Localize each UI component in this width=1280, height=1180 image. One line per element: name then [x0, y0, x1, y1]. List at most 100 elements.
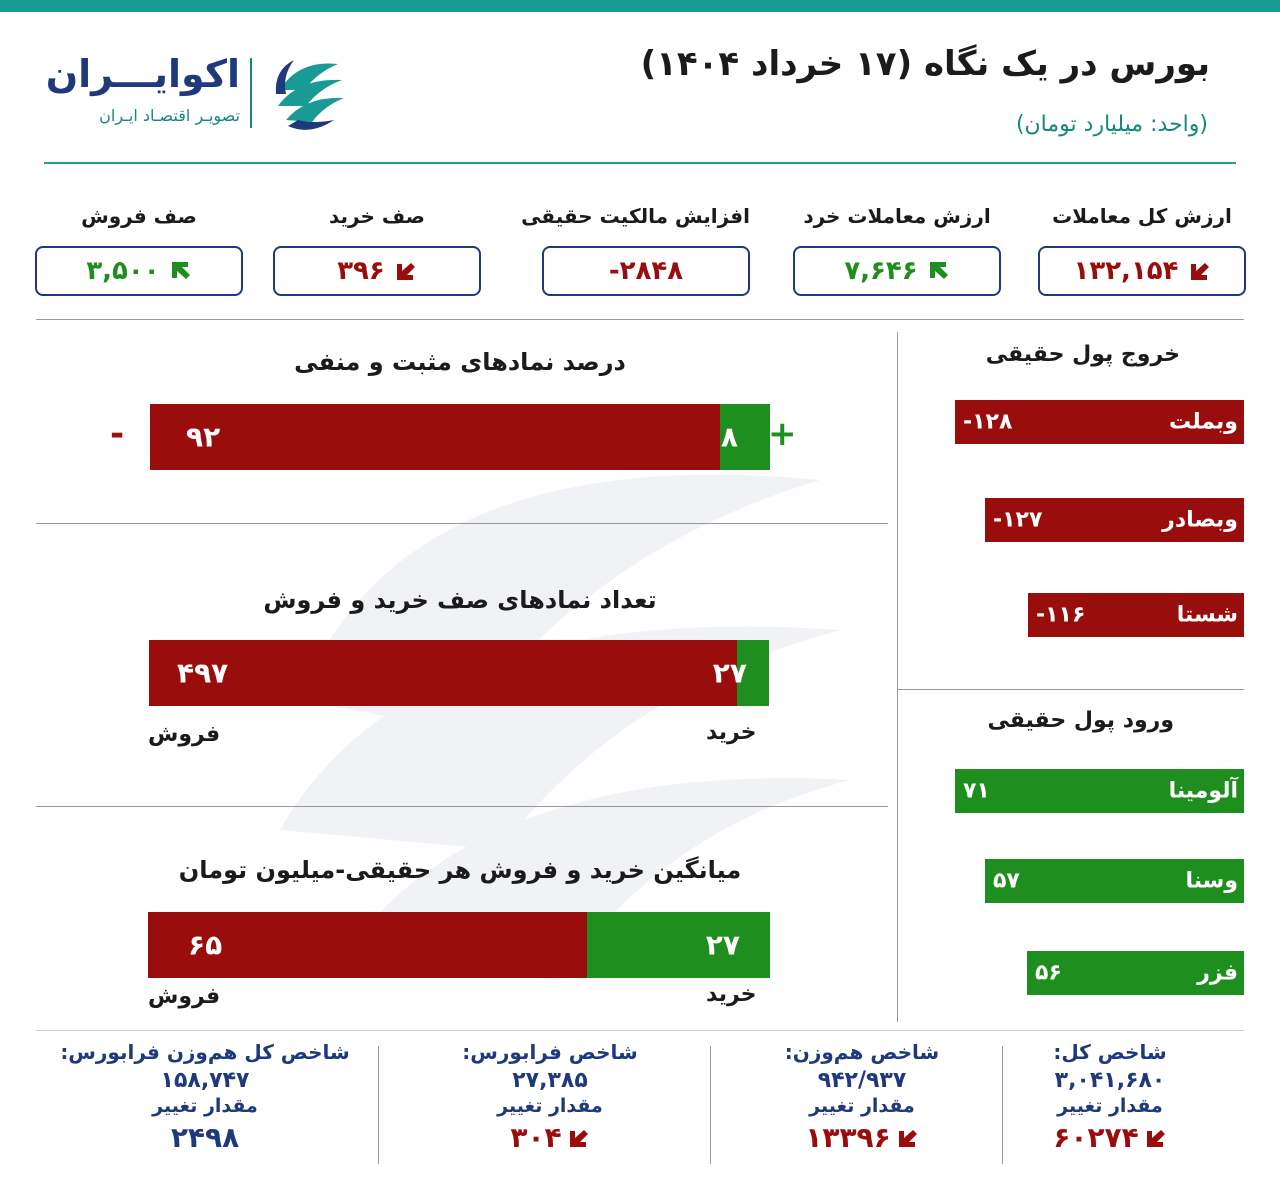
index-name: شاخص هم‌وزن: [784, 1040, 940, 1064]
negative-segment: ۹۲ [150, 404, 721, 470]
kpi-value: ۱۳۲,۱۵۴ [1073, 256, 1179, 286]
index-change-value: ۱۳۳۹۶ [805, 1121, 891, 1154]
symbol-value: ۵۶ [1035, 960, 1062, 986]
divider [36, 1030, 1244, 1031]
kpi-box: -۲۸۴۸ [542, 246, 750, 296]
kpi-value: ۷,۶۴۶ [844, 256, 918, 286]
index-divider [378, 1046, 379, 1164]
unit-note: (واحد: میلیارد تومان) [1015, 112, 1208, 137]
index-divider [710, 1046, 711, 1164]
sell-queue-segment: ۴۹۷ [149, 640, 738, 706]
index-farabourse-equal-weight: شاخص کل هم‌وزن فرابورس: ۱۵۸,۷۴۷ مقدار تغ… [40, 1040, 370, 1154]
symbol-name: فزر [1197, 960, 1238, 986]
kpi-box: ۳۹۶ [273, 246, 481, 296]
sell-caption: فروش [148, 722, 221, 747]
symbol-value: ۷۱ [963, 778, 990, 804]
index-value: ۲۷,۳۸۵ [512, 1068, 588, 1093]
buy-caption: خرید [706, 982, 757, 1007]
kpi-label: ارزش معاملات خرد [803, 204, 991, 228]
divider [36, 319, 1244, 320]
plus-sign: + [768, 414, 797, 454]
inflow-item: آلومینا ۷۱ [955, 769, 1244, 813]
kpi-box: ۳,۵۰۰ [35, 246, 243, 296]
index-equal-weight: شاخص هم‌وزن: ۹۴۲/۹۳۷ مقدار تغییر ۱۳۳۹۶ [722, 1040, 1002, 1154]
index-change: ۱۳۳۹۶ [722, 1121, 1002, 1154]
index-farabourse: شاخص فرابورس: ۲۷,۳۸۵ مقدار تغییر ۳۰۴ [400, 1040, 700, 1154]
outflow-title: خروج پول حقیقی [985, 342, 1180, 367]
panel-title: درصد نمادهای مثبت و منفی [294, 348, 626, 376]
kpi-retail-value: ارزش معاملات خرد ۷,۶۴۶ [793, 200, 1001, 296]
avg-trade-bar: ۶۵ ۲۷ [148, 912, 770, 978]
symbol-name: وبملت [1169, 409, 1238, 435]
symbol-name: وسنا [1185, 868, 1238, 894]
symbol-name: شستا [1176, 602, 1238, 628]
sell-caption: فروش [148, 984, 221, 1009]
kpi-value: ۳,۵۰۰ [86, 256, 160, 286]
avg-buy-segment: ۲۷ [587, 912, 770, 978]
symbol-value: ۵۷ [993, 868, 1020, 894]
avg-sell-segment: ۶۵ [148, 912, 588, 978]
page-title: بورس در یک نگاه (۱۷ خرداد ۱۴۰۴) [640, 44, 1210, 84]
kpi-total-value: ارزش کل معاملات ۱۳۲,۱۵۴ [1038, 200, 1246, 296]
column-divider [897, 332, 898, 1022]
index-change-label: مقدار تغییر [497, 1095, 603, 1117]
arrow-down-icon [1190, 263, 1209, 280]
index-value: ۱۵۸,۷۴۷ [160, 1068, 250, 1093]
kpi-buy-queue: صف خرید ۳۹۶ [273, 200, 481, 296]
arrow-up-icon [171, 262, 190, 279]
index-change-value: ۶۰۲۷۴ [1053, 1121, 1139, 1154]
outflow-item: وبصادر -۱۲۷ [985, 498, 1244, 542]
index-name: شاخص کل: [1053, 1040, 1167, 1064]
logo-name: اکوایـــران [45, 52, 240, 96]
symbol-value: -۱۲۸ [963, 409, 1013, 435]
queues-bar: ۴۹۷ ۲۷ [149, 640, 769, 706]
inflow-item: فزر ۵۶ [1027, 951, 1244, 995]
index-change: ۳۰۴ [400, 1121, 700, 1154]
symbol-value: -۱۱۶ [1036, 602, 1086, 628]
index-name: شاخص کل هم‌وزن فرابورس: [60, 1040, 350, 1064]
buy-queue-segment: ۲۷ [713, 640, 769, 706]
negative-value: ۹۲ [186, 420, 221, 454]
index-change-value: ۲۴۹۸ [170, 1121, 240, 1154]
panel-title: میانگین خرید و فروش هر حقیقی-میلیون توما… [178, 856, 742, 884]
kpi-box: ۱۳۲,۱۵۴ [1038, 246, 1246, 296]
avg-buy-value: ۲۷ [705, 928, 740, 962]
logo-mark-icon [270, 52, 350, 132]
symbol-value: -۱۲۷ [993, 507, 1043, 533]
divider [36, 523, 888, 524]
arrow-down-icon [1146, 1129, 1165, 1147]
arrow-down-icon [569, 1129, 588, 1147]
header-divider [44, 162, 1236, 164]
inflow-item: وسنا ۵۷ [985, 859, 1244, 903]
symbol-name: آلومینا [1168, 778, 1238, 804]
index-change-value: ۳۰۴ [510, 1121, 562, 1154]
inflow-title: ورود پول حقیقی [987, 708, 1174, 733]
kpi-label: صف فروش [81, 204, 197, 228]
index-change: ۶۰۲۷۴ [980, 1121, 1240, 1154]
outflow-item: شستا -۱۱۶ [1028, 593, 1244, 637]
kpi-box: ۷,۶۴۶ [793, 246, 1001, 296]
kpi-label: افزایش مالکیت حقیقی [521, 204, 750, 228]
outflow-item: وبملت -۱۲۸ [955, 400, 1244, 444]
divider [898, 689, 1244, 690]
kpi-value: ۳۹۶ [337, 256, 385, 286]
minus-sign: - [110, 414, 125, 454]
avg-sell-value: ۶۵ [188, 928, 223, 962]
index-total: شاخص کل: ۳,۰۴۱,۶۸۰ مقدار تغییر ۶۰۲۷۴ [980, 1040, 1240, 1154]
kpi-value: -۲۸۴۸ [608, 256, 684, 286]
panel-title: تعداد نمادهای صف خرید و فروش [263, 586, 657, 614]
arrow-down-icon [898, 1129, 917, 1147]
arrow-up-icon [929, 262, 948, 279]
index-change-label: مقدار تغییر [809, 1095, 915, 1117]
logo-separator [250, 58, 252, 128]
symbol-name: وبصادر [1162, 507, 1238, 533]
logo-subtitle: تصویـر اقتصـاد ایـران [99, 106, 240, 125]
index-value: ۳,۰۴۱,۶۸۰ [1054, 1068, 1166, 1093]
positive-value: ۸ [720, 420, 738, 454]
index-change: ۲۴۹۸ [40, 1121, 370, 1154]
index-name: شاخص فرابورس: [462, 1040, 638, 1064]
kpi-label: صف خرید [328, 204, 426, 228]
index-change-label: مقدار تغییر [152, 1095, 258, 1117]
kpi-label: ارزش کل معاملات [1052, 204, 1232, 228]
sell-queue-value: ۴۹۷ [177, 656, 229, 690]
